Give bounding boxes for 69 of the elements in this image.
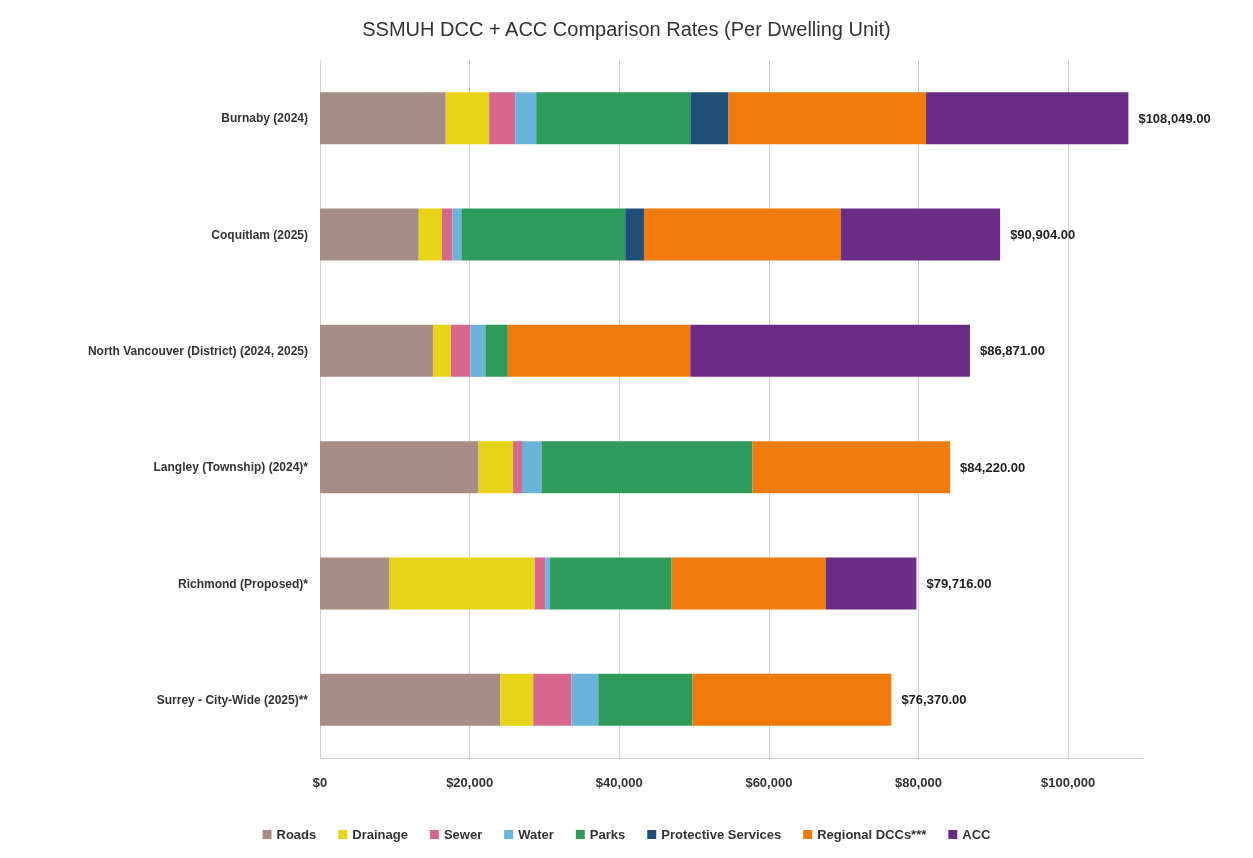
bar [926,92,1129,145]
bar [534,557,546,610]
legend-label: Regional DCCs*** [817,827,928,842]
bar [432,324,451,377]
bar [489,92,516,145]
bar [441,208,453,261]
bar [690,324,970,377]
total-label: $84,220.00 [960,459,1026,475]
bar [418,208,442,261]
bar [571,673,599,726]
legend-label: Protective Services [661,827,782,842]
bar [752,441,951,494]
legend-label: Roads [276,827,317,842]
x-tick-label: $80,000 [895,775,943,790]
bar [533,673,572,726]
bar [485,324,508,377]
bar [840,208,1001,261]
bar [320,441,479,494]
bar [522,441,542,494]
bar [515,92,537,145]
legend-label: Water [518,827,554,842]
chart-title: SSMUH DCC + ACC Comparison Rates (Per Dwelling Unit) [362,18,891,40]
bar [507,324,691,377]
bar [513,441,523,494]
bar [692,673,892,726]
bar [549,557,672,610]
y-tick-label: Burnaby (2024) [221,111,308,126]
bar [671,557,826,610]
legend-label: Parks [589,827,626,842]
y-tick-label: Richmond (Proposed)* [177,576,309,591]
total-label: $76,370.00 [901,692,967,708]
legend-label: ACC [962,827,992,842]
bar [625,208,644,261]
bar [320,92,446,145]
x-tick-label: $40,000 [595,775,643,790]
bar [320,673,501,726]
bar [320,324,433,377]
bar [389,557,535,610]
y-tick-label: Surrey - City-Wide (2025)** [156,692,309,707]
legend-label: Drainage [352,827,408,842]
bar [500,673,534,726]
x-tick-label: $100,000 [1041,775,1096,790]
bar [598,673,693,726]
legend-label: Sewer [443,827,483,842]
bar [470,324,486,377]
bar [690,92,729,145]
bar [445,92,490,145]
x-tick-label: $20,000 [446,775,494,790]
bar [825,557,917,610]
total-label: $79,716.00 [926,576,992,591]
y-tick-label: Langley (Township) (2024)* [153,460,309,475]
y-tick-label: North Vancouver (District) (2024, 2025) [87,343,308,358]
bar [536,92,691,145]
bar [541,441,753,494]
x-tick-label: $0 [312,775,328,790]
bar [478,441,514,494]
bar [643,208,841,261]
bar [452,208,462,261]
x-tick-label: $60,000 [745,775,793,790]
bar [320,208,419,261]
bar [450,324,471,377]
total-label: $90,904.00 [1010,227,1076,242]
total-label: $108,049.00 [1138,110,1211,126]
bar [545,557,550,610]
bar [320,557,390,610]
bar [728,92,927,145]
total-label: $86,871.00 [979,343,1046,359]
y-tick-label: Coquitlam (2025) [211,227,308,242]
bar [461,208,626,261]
